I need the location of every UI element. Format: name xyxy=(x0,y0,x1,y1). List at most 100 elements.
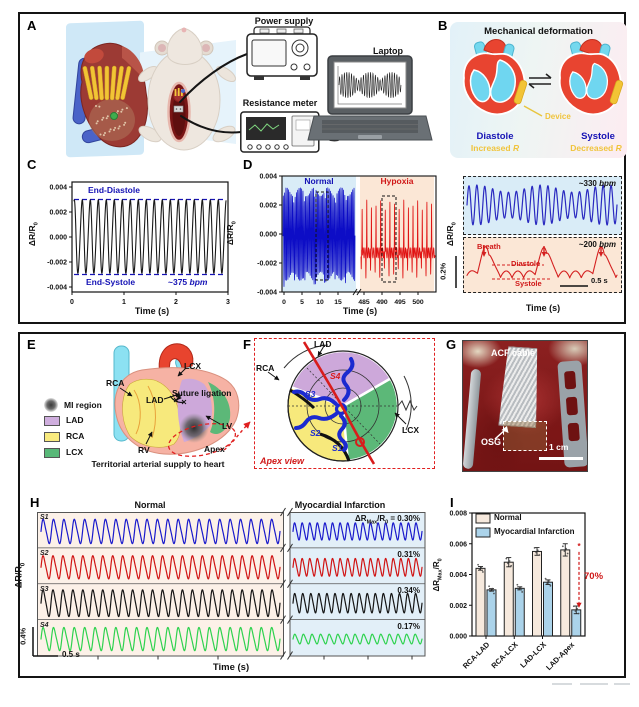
svg-text:0.004: 0.004 xyxy=(49,185,67,192)
inset-systole-label: Systole xyxy=(515,279,542,288)
svg-text:10: 10 xyxy=(316,299,324,306)
photo-scale-bar xyxy=(539,457,583,460)
h-row-label-S1: S1 xyxy=(40,514,49,521)
h-row-label-S3: S3 xyxy=(40,585,49,593)
f-s3: S3 xyxy=(305,389,316,399)
svg-text:0.000: 0.000 xyxy=(49,235,67,242)
sensor-marker xyxy=(110,112,118,120)
osg-label: OSG xyxy=(481,437,502,447)
h-time-scale: 0.5 s xyxy=(62,650,80,659)
lcx-territory xyxy=(208,382,231,435)
panel-i-label: I xyxy=(450,495,454,510)
diastole-label: Diastole xyxy=(476,131,514,142)
systole-heart-icon xyxy=(558,39,624,116)
svg-text:2: 2 xyxy=(174,299,178,306)
panel-b-title: Mechanical deformation xyxy=(484,26,593,37)
power-supply-icon xyxy=(246,26,318,80)
svg-text:1: 1 xyxy=(122,299,126,306)
svg-text:490: 490 xyxy=(376,299,388,306)
hypoxia-region-label: Hypoxia xyxy=(380,176,414,186)
drop-percent-label: 70% xyxy=(584,571,604,582)
chart-d: 0.004 0.002 0.000 -0.002 -0.004 0 5 10 15 485 490 4… xyxy=(257,174,437,306)
thick-boundary xyxy=(319,432,351,462)
svg-text:0.002: 0.002 xyxy=(49,210,67,217)
osg-arrow-icon xyxy=(494,426,509,440)
f-lad: LAD xyxy=(314,339,332,349)
apex-dashed-ellipse xyxy=(167,423,237,457)
systole-effect-label: Decreased R xyxy=(570,143,622,153)
chart-d-xlabel: Time (s) xyxy=(342,306,378,316)
svg-text:0.000: 0.000 xyxy=(449,634,467,641)
ann-lad: LAD xyxy=(146,395,164,405)
panel-e-label: E xyxy=(27,337,36,352)
svg-text:0: 0 xyxy=(70,299,74,306)
end-diastole-label: End-Diastole xyxy=(88,185,140,195)
insets-xlabel: Time (s) xyxy=(525,303,561,313)
svg-text:-0.002: -0.002 xyxy=(257,261,277,268)
svg-text:500: 500 xyxy=(412,299,424,306)
panel-b-label: B xyxy=(438,18,448,33)
normal-region-label: Normal xyxy=(304,176,334,186)
h-normal-header: Normal xyxy=(134,500,166,510)
svg-text:3: 3 xyxy=(226,299,230,306)
sensor-s1 xyxy=(337,414,348,452)
legend-rca: RCA xyxy=(66,431,85,441)
suture-knots xyxy=(173,397,187,405)
sensor-mesh-area xyxy=(89,99,135,141)
h-mi-amplitude-S4: 0.17% xyxy=(397,621,420,631)
svg-text:0.006: 0.006 xyxy=(449,541,467,548)
svg-text:-0.004: -0.004 xyxy=(257,290,277,297)
end-systole-label: End-Systole xyxy=(86,277,136,287)
device-stripes xyxy=(82,65,132,101)
svg-text:0.004: 0.004 xyxy=(259,174,277,181)
sensor-s4 xyxy=(341,357,355,402)
h-mi-amplitude-S3: 0.34% xyxy=(397,585,420,595)
apex-view-dashed-box xyxy=(254,338,435,469)
breath-label: Breath xyxy=(477,242,501,251)
legend-mi-region: MI region xyxy=(64,400,102,410)
ann-lv: LV xyxy=(222,421,233,431)
ann-rv: RV xyxy=(138,445,150,455)
panel-d-label: D xyxy=(243,157,253,172)
device-label: Device xyxy=(545,112,571,121)
diastole-heart-icon xyxy=(462,39,528,116)
svg-text:495: 495 xyxy=(394,299,406,306)
inset-hypoxia-zoom xyxy=(463,237,622,293)
svg-text:0.008: 0.008 xyxy=(449,511,467,518)
atrium xyxy=(122,46,144,78)
panel-g-label: G xyxy=(446,337,457,352)
atrium xyxy=(84,48,104,64)
i-legend-normal: Normal xyxy=(494,513,522,522)
systole-label: Systole xyxy=(581,131,615,142)
svg-text:0.002: 0.002 xyxy=(449,603,467,610)
legend-lad: LAD xyxy=(66,415,84,425)
heart-rate-200: ~200 bpm xyxy=(578,240,616,249)
laptop-icon xyxy=(307,55,433,141)
mi-region-blob xyxy=(179,413,209,443)
f-s4: S4 xyxy=(330,371,341,381)
device-pointer-line xyxy=(523,105,543,117)
inset-normal-zoom xyxy=(463,176,622,235)
svg-text:-0.002: -0.002 xyxy=(47,260,67,267)
resistance-meter-label: Resistance meter xyxy=(242,98,318,108)
mi-region-icon xyxy=(44,398,58,412)
chart-h xyxy=(37,507,426,660)
power-supply-label: Power supply xyxy=(254,16,314,26)
ann-lcx: LCX xyxy=(184,361,201,371)
ann-suture: Suture ligation xyxy=(172,388,232,398)
svg-text:485: 485 xyxy=(358,299,370,306)
inset-hypoxia-wave xyxy=(466,246,618,287)
panel-c-label: C xyxy=(27,157,37,172)
heart-territory-illustration xyxy=(113,343,240,457)
lad-artery-line xyxy=(302,341,376,465)
h-mi-amplitude-S1: ΔRMax/R0 = 0.30% xyxy=(355,514,420,526)
inset-diastole-label: Diastole xyxy=(511,259,541,268)
implanted-device xyxy=(173,105,184,113)
chart-h-xlabel: Time (s) xyxy=(212,662,250,673)
panel-f-label: F xyxy=(243,337,251,352)
laptop-label: Laptop xyxy=(373,46,403,56)
osg-dashed-box xyxy=(503,421,547,451)
i-legend-mi: Myocardial Infarction xyxy=(494,527,575,536)
